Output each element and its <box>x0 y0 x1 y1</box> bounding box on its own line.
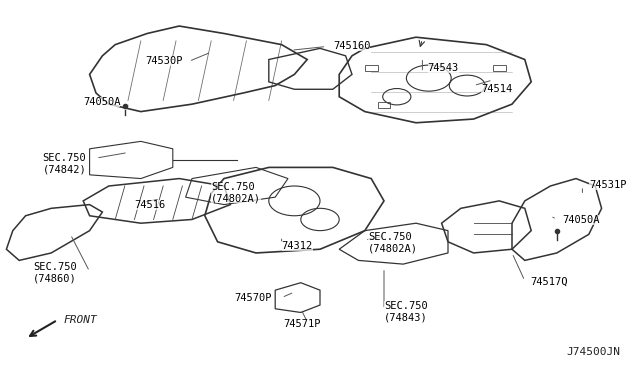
Text: 745160: 745160 <box>333 41 371 51</box>
Text: 74571P: 74571P <box>284 319 321 328</box>
Text: SEC.750
(74843): SEC.750 (74843) <box>384 301 428 323</box>
Bar <box>378 102 390 108</box>
Text: 74570P: 74570P <box>234 293 272 302</box>
Text: 74543: 74543 <box>428 63 459 73</box>
Text: 74312: 74312 <box>282 241 313 251</box>
Text: 74050A: 74050A <box>83 97 120 107</box>
Bar <box>493 65 506 71</box>
Text: 74516: 74516 <box>134 200 166 209</box>
Text: 74531P: 74531P <box>589 180 627 190</box>
Text: 74514: 74514 <box>481 84 513 94</box>
Text: SEC.750
(74802A): SEC.750 (74802A) <box>368 232 418 253</box>
Text: SEC.750
(74860): SEC.750 (74860) <box>33 262 77 283</box>
Text: FRONT: FRONT <box>64 315 98 325</box>
Text: 74530P: 74530P <box>145 57 182 66</box>
Text: 74050A: 74050A <box>562 215 600 225</box>
Text: SEC.750
(74802A): SEC.750 (74802A) <box>211 182 261 203</box>
Bar <box>365 65 378 71</box>
Text: J74500JN: J74500JN <box>567 347 621 357</box>
Text: 74517Q: 74517Q <box>530 277 568 287</box>
Text: SEC.750
(74842): SEC.750 (74842) <box>43 153 86 174</box>
